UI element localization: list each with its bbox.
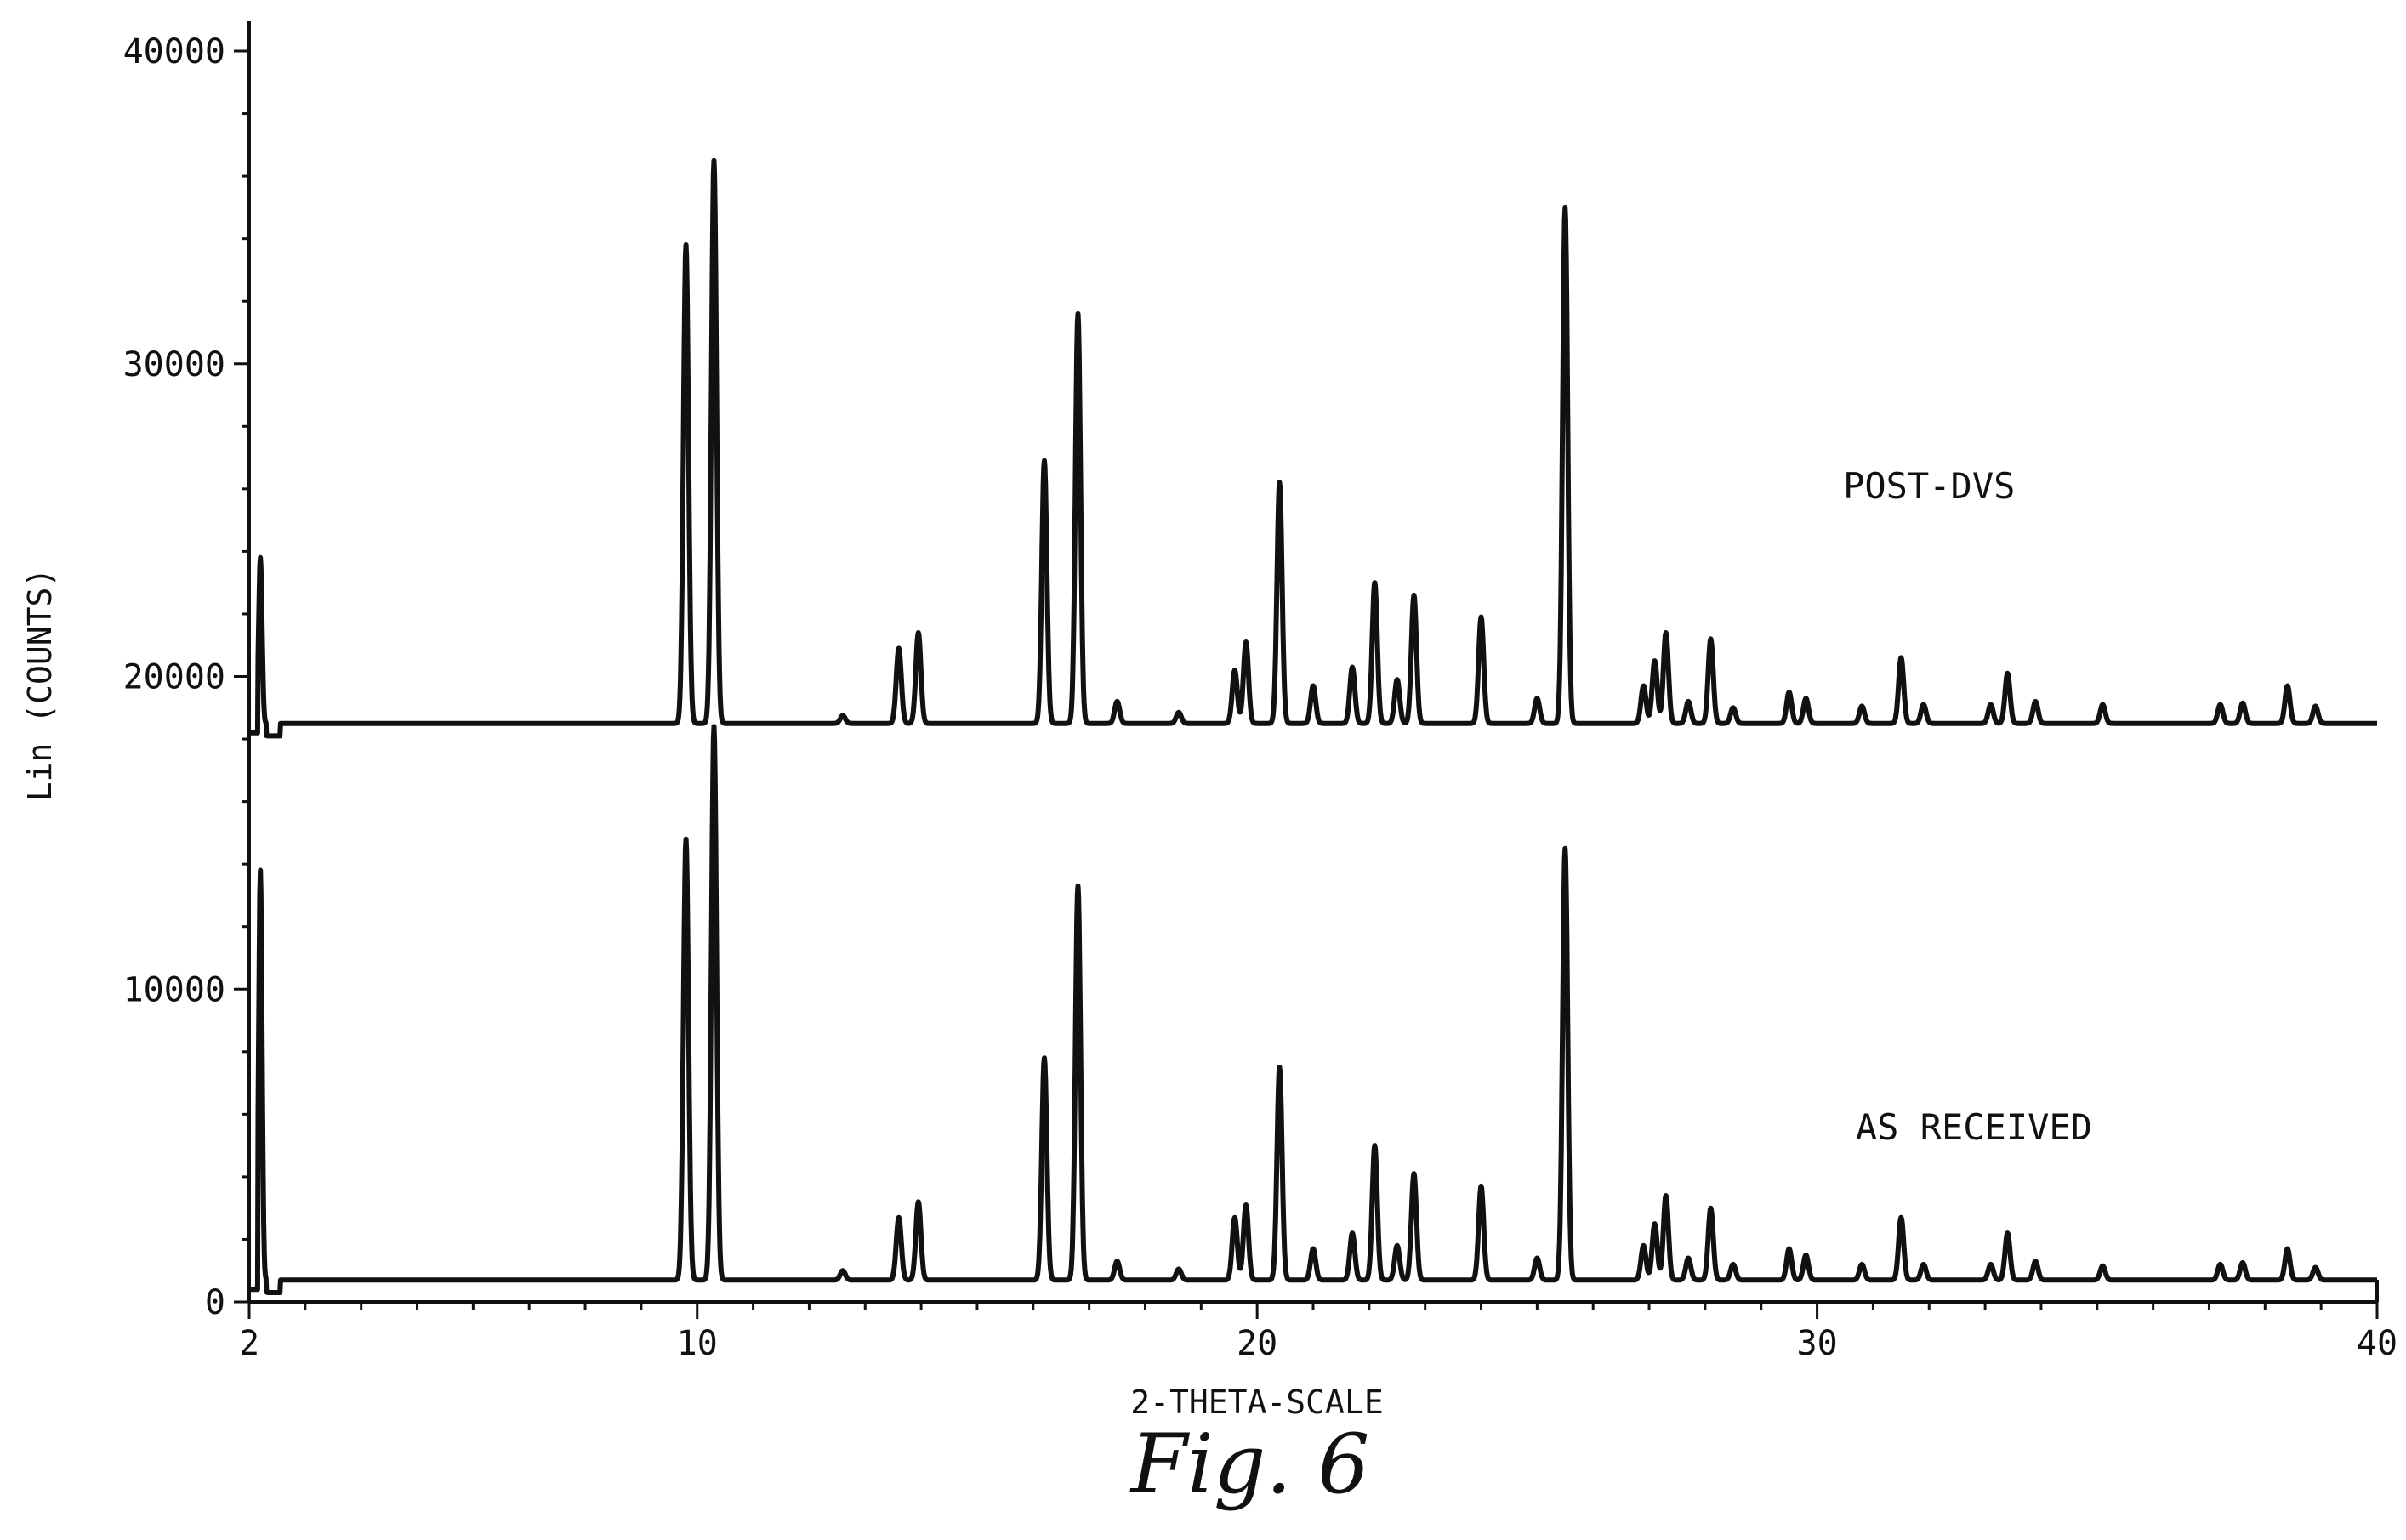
y-tick-label: 10000	[123, 970, 225, 1009]
y-tick-label: 20000	[123, 658, 225, 697]
series-line-post-dvs	[247, 157, 2380, 739]
x-tick-label: 20	[1237, 1324, 1277, 1363]
figure-caption: Fig. 6	[1129, 1417, 1370, 1512]
y-tick-label: 40000	[123, 32, 225, 71]
x-tick-label: 30	[1796, 1324, 1837, 1363]
x-axis-title: 2-THETA-SCALE	[1130, 1384, 1383, 1421]
x-tick-label: 2	[239, 1324, 259, 1363]
x-tick-label: 10	[677, 1324, 718, 1363]
tick-layer	[234, 49, 2379, 1319]
series-annotation: POST-DVS	[1843, 465, 2015, 507]
series-line-as-received	[247, 724, 2380, 1295]
x-tick-label: 40	[2357, 1324, 2397, 1363]
label-layer: 0 10000 20000 30000 40000 2 10 20 30 40 POST-DVS AS…	[123, 32, 2398, 1363]
series-annotation: AS RECEIVED	[1856, 1106, 2092, 1148]
y-tick-label: 0	[205, 1283, 225, 1322]
y-axis-title: Lin (COUNTS)	[21, 568, 59, 802]
y-tick-label: 30000	[123, 345, 225, 384]
series-layer	[247, 157, 2380, 1295]
